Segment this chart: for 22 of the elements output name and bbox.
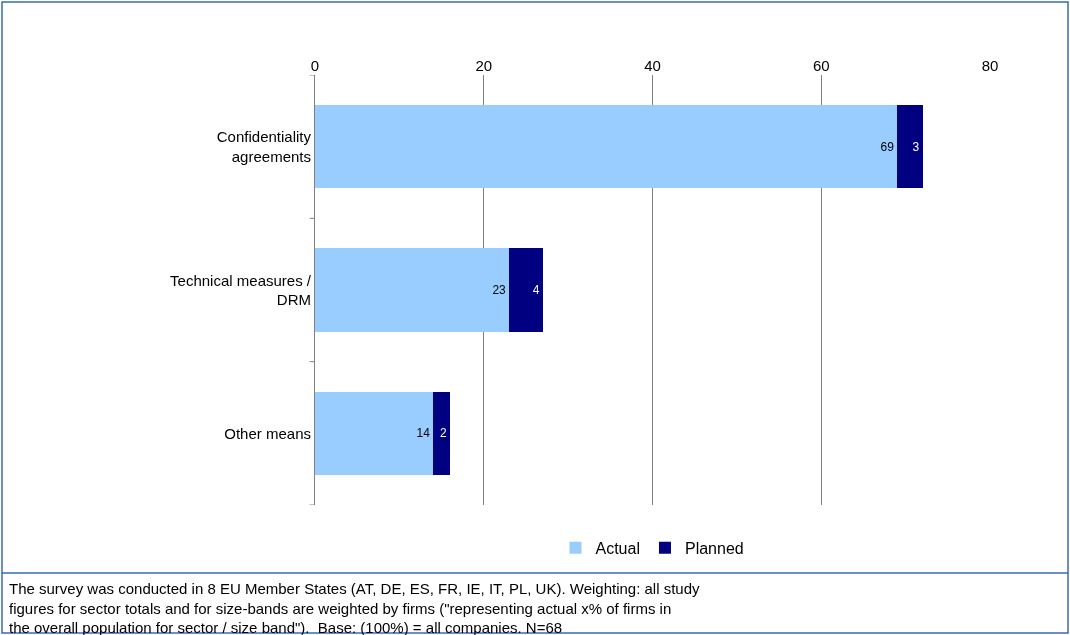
legend-label: Actual [595, 539, 640, 557]
bar [897, 105, 923, 189]
bar [509, 248, 543, 332]
y-tick-label: Confidentiality agreements [216, 128, 312, 165]
bar [315, 248, 510, 332]
x-tick-label: 60 [812, 57, 830, 74]
legend-label: Planned [684, 539, 744, 557]
data-label: 23 [492, 283, 507, 297]
x-tick-label: 80 [981, 57, 999, 74]
data-label: 4 [532, 283, 540, 297]
data-label: 2 [440, 426, 447, 441]
bar [315, 105, 898, 189]
data-label: 3 [912, 139, 920, 154]
x-tick-label: 0 [310, 57, 320, 74]
y-tick-label: Other means [224, 424, 311, 442]
bar [315, 391, 434, 475]
data-label: 14 [416, 426, 431, 441]
data-label: 69 [880, 139, 895, 154]
x-tick-label: 20 [475, 57, 493, 74]
y-tick-label: Technical measures / DRM [170, 271, 312, 308]
x-tick-label: 40 [644, 57, 661, 74]
bar [433, 391, 450, 475]
